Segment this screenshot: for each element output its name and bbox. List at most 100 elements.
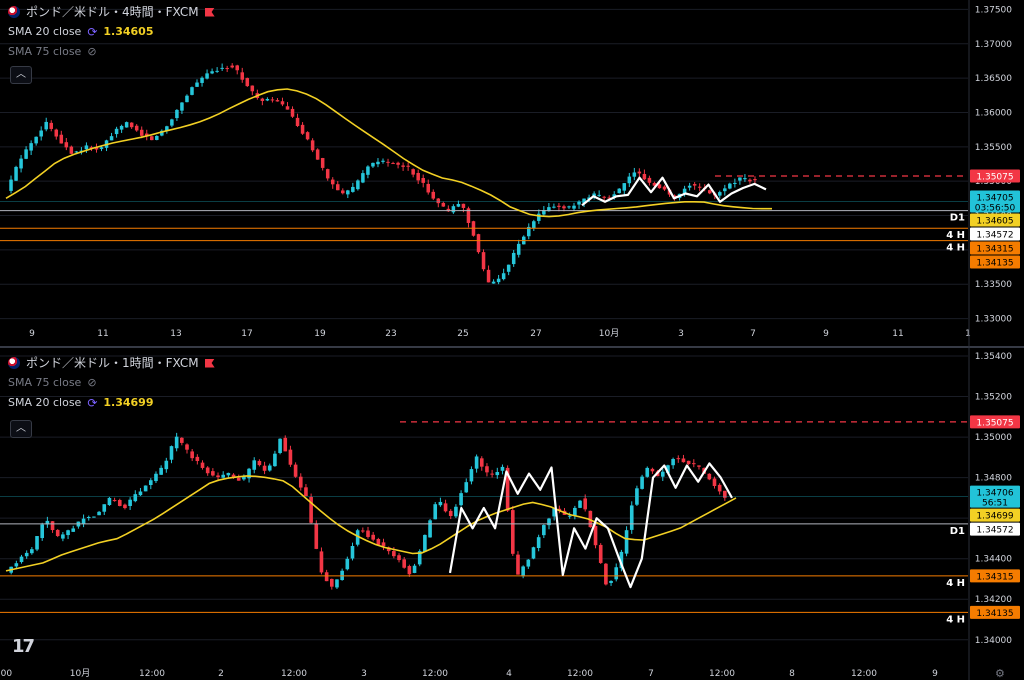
candle-body[interactable] [355,530,360,545]
candle-body[interactable] [112,500,117,502]
candle-body[interactable] [154,473,158,482]
candle-body[interactable] [474,456,479,469]
candle-body[interactable] [205,467,210,474]
candle-body[interactable] [632,172,637,177]
candle-body[interactable] [572,205,576,209]
candle-body[interactable] [129,122,134,128]
candle-body[interactable] [381,160,385,162]
candle-body[interactable] [627,176,632,184]
candle-body[interactable] [190,87,194,95]
candle-body[interactable] [305,132,310,140]
candle-body[interactable] [288,449,293,465]
candle-body[interactable] [421,178,425,183]
candle-body[interactable] [578,500,582,508]
candle-body[interactable] [215,70,219,72]
candle-body[interactable] [200,462,205,468]
candle-body[interactable] [446,208,451,212]
candle-body[interactable] [329,578,334,587]
candle-body[interactable] [676,458,681,460]
candle-body[interactable] [280,101,285,105]
candle-body[interactable] [411,169,415,175]
candle-body[interactable] [366,530,370,537]
candle-body[interactable] [598,544,603,563]
top-collapse-button[interactable]: ︿ [10,66,32,84]
candle-body[interactable] [133,494,138,502]
candle-body[interactable] [371,534,375,540]
candle-body[interactable] [356,180,360,190]
candle-body[interactable] [629,505,634,530]
candle-body[interactable] [416,172,420,181]
candle-body[interactable] [24,552,29,557]
flag-marker-icon[interactable] [204,7,215,17]
candle-body[interactable] [542,210,546,215]
candle-body[interactable] [361,173,365,183]
candle-body[interactable] [604,563,608,585]
candle-body[interactable] [461,203,466,208]
candle-body[interactable] [490,473,494,475]
candle-body[interactable] [185,444,189,450]
candle-body[interactable] [650,468,655,472]
candle-body[interactable] [165,126,169,131]
bottom-sma20-label[interactable]: SMA 20 close [8,396,82,409]
candle-body[interactable] [481,252,486,270]
candle-body[interactable] [267,465,272,471]
candle-body[interactable] [119,125,124,130]
candle-body[interactable] [278,438,282,454]
candle-body[interactable] [114,128,119,135]
candle-body[interactable] [86,516,91,518]
candle-body[interactable] [273,453,277,467]
candle-body[interactable] [74,151,79,153]
candle-body[interactable] [304,487,308,497]
candle-body[interactable] [107,497,112,506]
candle-body[interactable] [496,278,501,283]
zigzag-line[interactable] [581,176,767,207]
candle-body[interactable] [723,188,727,192]
candle-body[interactable] [454,506,458,517]
candle-body[interactable] [376,161,380,165]
candle-body[interactable] [175,109,179,119]
candle-body[interactable] [325,169,330,179]
candle-body[interactable] [341,190,345,194]
candle-body[interactable] [29,143,33,151]
candle-body[interactable] [366,166,370,175]
bottom-collapse-button[interactable]: ︿ [10,420,32,438]
zigzag-line[interactable] [448,462,733,589]
candle-body[interactable] [527,226,531,237]
candle-body[interactable] [49,122,53,129]
candle-body[interactable] [200,77,204,83]
candle-body[interactable] [647,177,652,183]
candle-body[interactable] [250,85,255,92]
candle-body[interactable] [521,566,525,577]
candle-body[interactable] [205,73,209,79]
candle-body[interactable] [479,458,484,467]
top-symbol-title[interactable]: ポンド／米ドル・4時間・FXCM [26,5,199,19]
candle-body[interactable] [516,554,520,575]
candle-body[interactable] [283,437,288,452]
candle-body[interactable] [320,158,325,168]
candle-body[interactable] [516,243,521,255]
candle-body[interactable] [300,124,305,134]
candle-body[interactable] [391,163,395,165]
candle-body[interactable] [381,542,386,547]
candle-body[interactable] [466,208,471,223]
candle-body[interactable] [247,468,251,479]
candle-body[interactable] [94,147,99,150]
candle-body[interactable] [298,476,303,488]
candle-body[interactable] [71,528,76,532]
candle-body[interactable] [143,485,148,492]
candle-body[interactable] [666,465,670,474]
candle-body[interactable] [346,190,350,195]
candle-body[interactable] [319,551,324,573]
candle-body[interactable] [717,484,722,492]
candle-body[interactable] [573,507,577,516]
candle-body[interactable] [54,129,59,137]
candle-body[interactable] [295,117,300,126]
candle-body[interactable] [371,162,375,167]
candle-body[interactable] [109,136,114,141]
candle-body[interactable] [195,456,200,462]
settings-gear-icon[interactable]: ⚙ [995,667,1005,680]
candle-body[interactable] [350,546,355,559]
candle-body[interactable] [662,186,667,190]
candle-body[interactable] [252,460,257,470]
candle-body[interactable] [123,504,127,509]
